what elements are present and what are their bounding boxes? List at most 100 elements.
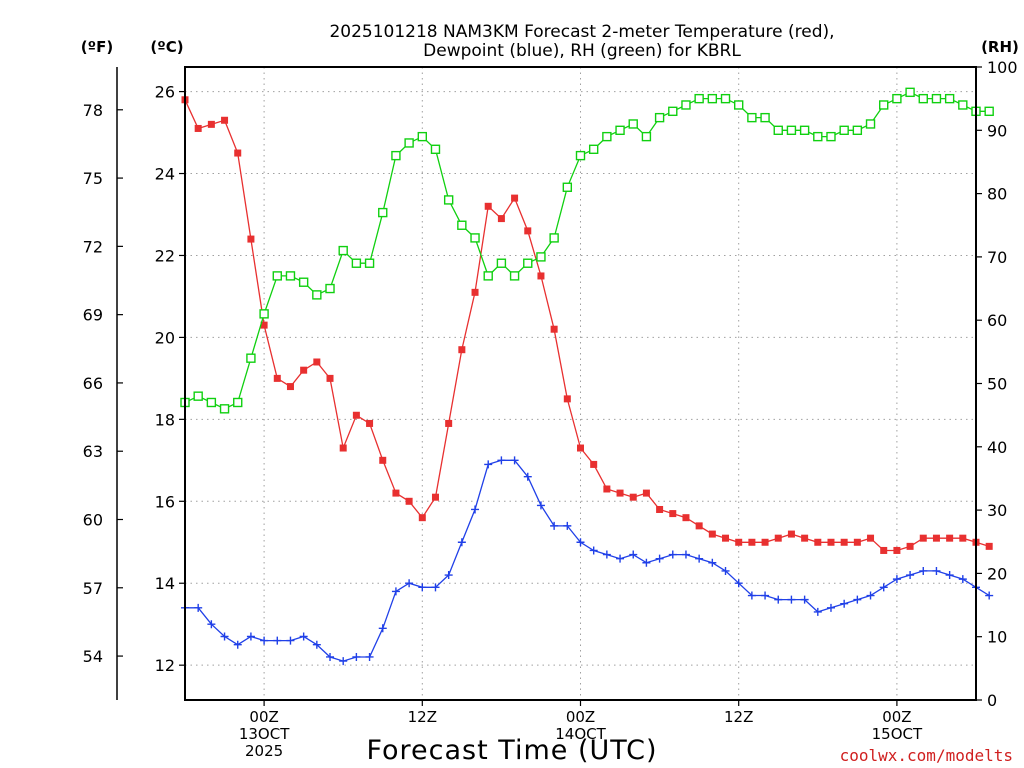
dewpoint-point [484,460,493,469]
rh-point [892,93,902,104]
temperature-point [880,546,888,554]
temperature-point [919,534,927,542]
dewpoint-point [708,558,717,567]
rh-point [839,125,849,136]
dewpoint-point [550,521,559,530]
temperature-point [326,374,334,382]
c-tick-label: 26 [155,83,175,102]
c-tick-label: 18 [155,410,175,429]
temperature-point [867,534,875,542]
temperature-point [550,325,558,333]
temperature-point [563,395,571,403]
rh-point [536,252,546,262]
temperature-point [458,346,466,354]
c-tick-label: 16 [155,492,175,511]
f-tick-label: 72 [83,237,103,256]
dewpoint-point [681,550,690,559]
dewpoint-point [721,566,730,575]
rh-point [786,125,797,136]
temperature-point [985,542,993,550]
time-tick-label: 14OCT [555,725,606,743]
f-tick-label: 69 [83,306,103,325]
temperature-line [184,99,990,552]
rh-point [298,277,309,287]
time-tick-label: 00Z [566,708,595,726]
grid-lines [185,67,976,700]
dewpoint-point [879,583,888,592]
rh-point [760,112,770,123]
temperature-point [827,538,835,546]
rh-point [325,283,335,294]
dewpoint-point [958,575,967,584]
rh-point [865,119,876,129]
dewpoint-point [391,587,400,596]
time-tick-label: 2025 [245,742,283,760]
dewpoint-point [378,624,387,633]
rh-line [184,91,990,410]
dewpoint-point [246,632,255,641]
rh-point [193,391,203,401]
dewpoint-point [220,632,229,641]
rh-tick-label: 100 [987,58,1018,77]
dewpoint-point [734,579,743,588]
rh-point [747,112,757,123]
rh-point [826,131,836,142]
temperature-point [405,497,413,505]
rh-point [694,93,704,104]
temperature-point [946,534,954,542]
x-axis-title: Forecast Time (UTC) [366,735,657,766]
temperature-point [695,522,703,530]
temperature-point [313,358,321,366]
rh-point [509,271,520,281]
rh-point [602,131,612,142]
temperature-point [616,489,624,497]
time-tick-label: 12Z [724,708,753,726]
dewpoint-point [985,591,994,600]
dewpoint-point [813,607,822,616]
rh-point [259,309,269,319]
dewpoint-point [457,538,466,547]
temperature-point [286,383,294,391]
f-tick-label: 57 [83,579,103,598]
dewpoint-point [747,591,756,600]
temperature-point [801,534,809,542]
temperature-point [682,514,690,522]
dewpoint-point [405,579,414,588]
f-tick-label: 78 [83,101,103,120]
temperature-point [300,366,308,374]
rh-point [378,207,388,218]
dewpoint-point [853,595,862,604]
dewpoint-point [365,652,374,661]
rh-point [285,271,296,281]
temperature-point [431,493,439,501]
dewpoint-point [233,640,242,649]
rh-tick-label: 50 [987,375,1007,394]
dewpoint-point [892,575,901,584]
rh-tick-label: 20 [987,564,1007,583]
rh-point [430,144,441,154]
rh-point [813,131,823,142]
dewpoint-point [906,571,915,580]
rh-point [931,93,942,104]
rh-point [879,100,889,110]
temperature-point [642,489,650,497]
series-rh [180,87,994,414]
rh-tick-label: 0 [987,691,997,710]
rh-point [958,100,968,110]
series-dewpoint [181,456,994,666]
rh-point [391,150,401,161]
dewpoint-point [642,558,651,567]
temperature-point [471,288,479,296]
temperature-point [629,493,637,501]
temperature-point [247,235,255,243]
dewpoint-point [668,550,677,559]
temperature-point [418,514,426,522]
temperature-point [577,444,584,452]
temperature-point [392,489,400,497]
axis-ticks: 12 14 16 18 20 22 24 26 54 57 60 63 66 69 72 75 78 0 10 20 3… [83,58,1018,760]
time-tick-label: 00Z [882,708,911,726]
dewpoint-point [497,456,506,465]
temperature-point [497,215,505,223]
temperature-point [656,505,664,513]
temperature-point [207,120,215,128]
